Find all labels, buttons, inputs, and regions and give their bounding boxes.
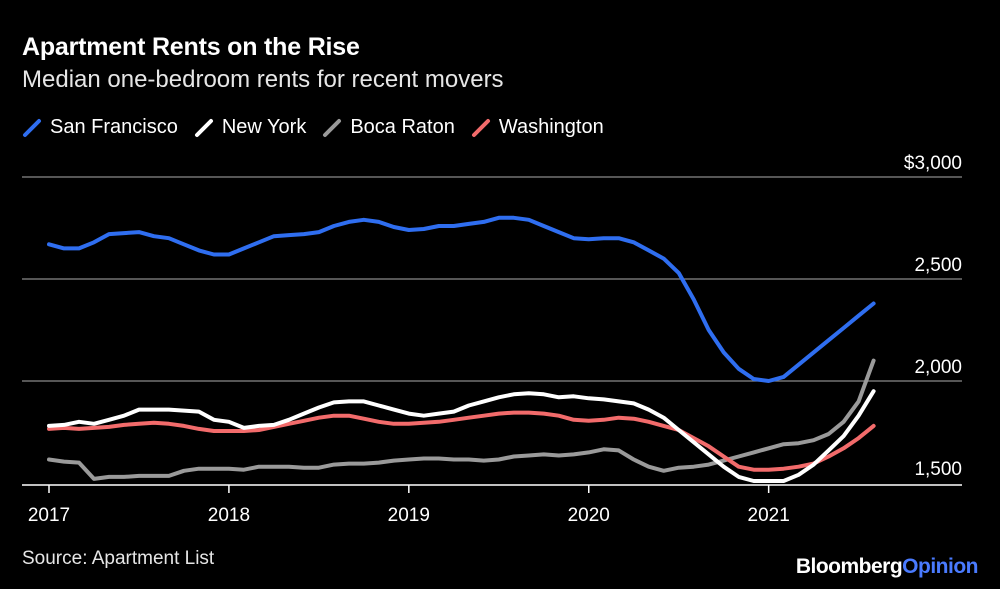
series-line-san-francisco xyxy=(47,215,876,383)
legend-label-boca-raton: Boca Raton xyxy=(350,116,455,138)
axis-layer: 1,500 2,000 2,500 $3,000 2017 2018 2019 2020 202… xyxy=(22,153,962,526)
y-tick-label-2000: 2,000 xyxy=(914,357,962,378)
legend-line-icon-san-francisco xyxy=(22,118,42,138)
x-tick-label-2019: 2019 xyxy=(388,505,430,526)
brand-part-1: Bloomberg xyxy=(795,555,903,578)
legend-line-icon-boca-raton xyxy=(322,118,342,138)
brand-part-2: Opinion xyxy=(902,555,978,578)
x-tick-label-2020: 2020 xyxy=(568,505,610,526)
y-tick-label-3000: $3,000 xyxy=(904,153,962,174)
legend-label-washington: Washington xyxy=(498,116,604,138)
source-note: Source: Apartment List xyxy=(22,548,215,569)
chart-subtitle: Median one-bedroom rents for recent move… xyxy=(22,66,504,93)
x-tick-label-2021: 2021 xyxy=(748,505,790,526)
legend-line-icon-washington xyxy=(471,118,491,138)
legend-item-washington: Washington xyxy=(471,116,604,139)
legend-label-san-francisco: San Francisco xyxy=(50,116,178,138)
grid-layer xyxy=(22,176,962,382)
y-tick-label-1500: 1,500 xyxy=(914,459,962,480)
series-line-boca-raton xyxy=(47,358,876,481)
legend: San Francisco New York Boca Raton Washin… xyxy=(22,116,620,139)
x-tick-label-2018: 2018 xyxy=(208,505,250,526)
legend-label-new-york: New York xyxy=(221,116,307,138)
legend-line-icon-new-york xyxy=(194,118,214,138)
series-line-new-york xyxy=(47,389,876,483)
bloomberg-opinion-logo: BloombergOpinion xyxy=(795,555,979,579)
y-tick-label-2500: 2,500 xyxy=(914,255,962,276)
series-layer xyxy=(47,215,876,483)
legend-item-new-york: New York xyxy=(194,116,307,139)
legend-item-san-francisco: San Francisco xyxy=(22,116,178,139)
chart-title: Apartment Rents on the Rise xyxy=(22,33,360,61)
legend-item-boca-raton: Boca Raton xyxy=(322,116,455,139)
series-line-washington xyxy=(47,410,876,472)
x-tick-label-2017: 2017 xyxy=(28,505,70,526)
